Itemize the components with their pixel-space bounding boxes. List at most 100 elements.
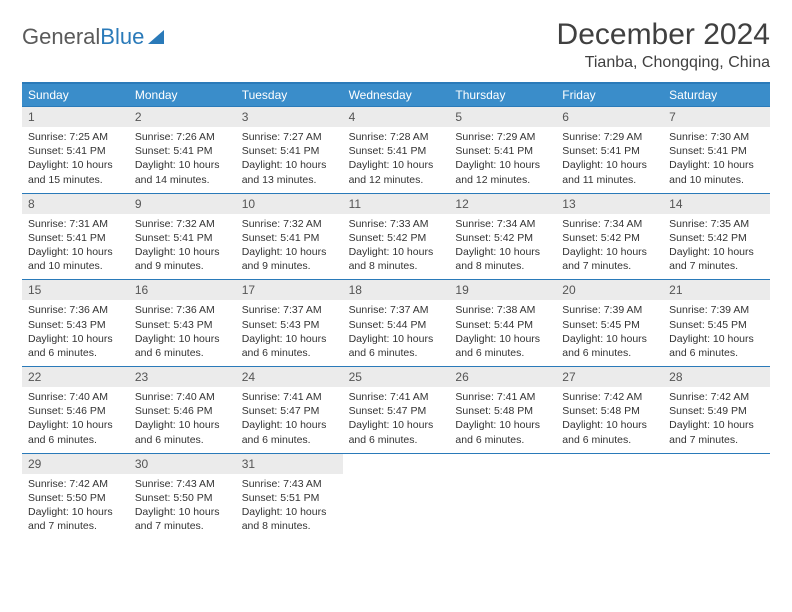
- calendar-cell: 23Sunrise: 7:40 AMSunset: 5:46 PMDayligh…: [129, 366, 236, 453]
- daylight-text: Daylight: 10 hours and 6 minutes.: [562, 418, 657, 446]
- day-number: 18: [343, 280, 450, 300]
- day-number: 17: [236, 280, 343, 300]
- day-details: Sunrise: 7:34 AMSunset: 5:42 PMDaylight:…: [556, 214, 663, 280]
- daylight-text: Daylight: 10 hours and 11 minutes.: [562, 158, 657, 186]
- sunset-text: Sunset: 5:41 PM: [28, 231, 123, 245]
- day-details: Sunrise: 7:40 AMSunset: 5:46 PMDaylight:…: [129, 387, 236, 453]
- calendar-cell: 4Sunrise: 7:28 AMSunset: 5:41 PMDaylight…: [343, 106, 450, 193]
- sunrise-text: Sunrise: 7:42 AM: [669, 390, 764, 404]
- daylight-text: Daylight: 10 hours and 12 minutes.: [455, 158, 550, 186]
- day-details: Sunrise: 7:37 AMSunset: 5:44 PMDaylight:…: [343, 300, 450, 366]
- sunrise-text: Sunrise: 7:37 AM: [242, 303, 337, 317]
- dow-header: Wednesday: [343, 84, 450, 106]
- sunrise-text: Sunrise: 7:42 AM: [28, 477, 123, 491]
- sunrise-text: Sunrise: 7:39 AM: [562, 303, 657, 317]
- day-number: 26: [449, 367, 556, 387]
- day-details: Sunrise: 7:27 AMSunset: 5:41 PMDaylight:…: [236, 127, 343, 193]
- calendar-cell: 3Sunrise: 7:27 AMSunset: 5:41 PMDaylight…: [236, 106, 343, 193]
- sunset-text: Sunset: 5:49 PM: [669, 404, 764, 418]
- day-number: 20: [556, 280, 663, 300]
- calendar-cell: 14Sunrise: 7:35 AMSunset: 5:42 PMDayligh…: [663, 193, 770, 280]
- calendar-cell: [556, 453, 663, 540]
- sunset-text: Sunset: 5:48 PM: [455, 404, 550, 418]
- daylight-text: Daylight: 10 hours and 6 minutes.: [242, 418, 337, 446]
- calendar-cell: 18Sunrise: 7:37 AMSunset: 5:44 PMDayligh…: [343, 279, 450, 366]
- day-number: 13: [556, 194, 663, 214]
- calendar-cell: 13Sunrise: 7:34 AMSunset: 5:42 PMDayligh…: [556, 193, 663, 280]
- day-number: 8: [22, 194, 129, 214]
- day-number: 6: [556, 107, 663, 127]
- daylight-text: Daylight: 10 hours and 10 minutes.: [669, 158, 764, 186]
- daylight-text: Daylight: 10 hours and 6 minutes.: [455, 418, 550, 446]
- daylight-text: Daylight: 10 hours and 7 minutes.: [135, 505, 230, 533]
- sunrise-text: Sunrise: 7:30 AM: [669, 130, 764, 144]
- sunrise-text: Sunrise: 7:40 AM: [28, 390, 123, 404]
- daylight-text: Daylight: 10 hours and 15 minutes.: [28, 158, 123, 186]
- sunset-text: Sunset: 5:41 PM: [349, 144, 444, 158]
- title-block: December 2024 Tianba, Chongqing, China: [557, 18, 770, 72]
- day-number: 19: [449, 280, 556, 300]
- daylight-text: Daylight: 10 hours and 6 minutes.: [28, 332, 123, 360]
- daylight-text: Daylight: 10 hours and 6 minutes.: [28, 418, 123, 446]
- sunset-text: Sunset: 5:44 PM: [455, 318, 550, 332]
- sunrise-text: Sunrise: 7:41 AM: [349, 390, 444, 404]
- day-details: Sunrise: 7:43 AMSunset: 5:51 PMDaylight:…: [236, 474, 343, 540]
- day-details: Sunrise: 7:41 AMSunset: 5:48 PMDaylight:…: [449, 387, 556, 453]
- daylight-text: Daylight: 10 hours and 6 minutes.: [562, 332, 657, 360]
- day-details: Sunrise: 7:35 AMSunset: 5:42 PMDaylight:…: [663, 214, 770, 280]
- logo-triangle-icon: [148, 30, 164, 44]
- location-label: Tianba, Chongqing, China: [557, 54, 770, 72]
- calendar-cell: 31Sunrise: 7:43 AMSunset: 5:51 PMDayligh…: [236, 453, 343, 540]
- day-details: Sunrise: 7:40 AMSunset: 5:46 PMDaylight:…: [22, 387, 129, 453]
- day-number: 4: [343, 107, 450, 127]
- sunrise-text: Sunrise: 7:28 AM: [349, 130, 444, 144]
- day-details: Sunrise: 7:37 AMSunset: 5:43 PMDaylight:…: [236, 300, 343, 366]
- day-number: 22: [22, 367, 129, 387]
- calendar-cell: 12Sunrise: 7:34 AMSunset: 5:42 PMDayligh…: [449, 193, 556, 280]
- sunset-text: Sunset: 5:44 PM: [349, 318, 444, 332]
- sunrise-text: Sunrise: 7:27 AM: [242, 130, 337, 144]
- sunset-text: Sunset: 5:45 PM: [562, 318, 657, 332]
- sunset-text: Sunset: 5:42 PM: [562, 231, 657, 245]
- day-number: 12: [449, 194, 556, 214]
- day-details: Sunrise: 7:36 AMSunset: 5:43 PMDaylight:…: [129, 300, 236, 366]
- sunrise-text: Sunrise: 7:37 AM: [349, 303, 444, 317]
- calendar-cell: 10Sunrise: 7:32 AMSunset: 5:41 PMDayligh…: [236, 193, 343, 280]
- calendar-cell: 26Sunrise: 7:41 AMSunset: 5:48 PMDayligh…: [449, 366, 556, 453]
- daylight-text: Daylight: 10 hours and 8 minutes.: [455, 245, 550, 273]
- day-number: 14: [663, 194, 770, 214]
- day-details: Sunrise: 7:39 AMSunset: 5:45 PMDaylight:…: [556, 300, 663, 366]
- calendar-cell: 24Sunrise: 7:41 AMSunset: 5:47 PMDayligh…: [236, 366, 343, 453]
- daylight-text: Daylight: 10 hours and 9 minutes.: [242, 245, 337, 273]
- header: GeneralBlue December 2024 Tianba, Chongq…: [22, 18, 770, 72]
- day-details: Sunrise: 7:31 AMSunset: 5:41 PMDaylight:…: [22, 214, 129, 280]
- sunset-text: Sunset: 5:48 PM: [562, 404, 657, 418]
- day-number: [449, 454, 556, 460]
- sunset-text: Sunset: 5:41 PM: [455, 144, 550, 158]
- sunrise-text: Sunrise: 7:26 AM: [135, 130, 230, 144]
- sunrise-text: Sunrise: 7:32 AM: [242, 217, 337, 231]
- sunset-text: Sunset: 5:43 PM: [135, 318, 230, 332]
- day-details: Sunrise: 7:34 AMSunset: 5:42 PMDaylight:…: [449, 214, 556, 280]
- day-number: 7: [663, 107, 770, 127]
- sunrise-text: Sunrise: 7:29 AM: [562, 130, 657, 144]
- daylight-text: Daylight: 10 hours and 6 minutes.: [135, 332, 230, 360]
- day-details: Sunrise: 7:43 AMSunset: 5:50 PMDaylight:…: [129, 474, 236, 540]
- day-details: Sunrise: 7:36 AMSunset: 5:43 PMDaylight:…: [22, 300, 129, 366]
- day-details: Sunrise: 7:28 AMSunset: 5:41 PMDaylight:…: [343, 127, 450, 193]
- day-number: 5: [449, 107, 556, 127]
- brand-logo: GeneralBlue: [22, 18, 164, 50]
- sunset-text: Sunset: 5:47 PM: [242, 404, 337, 418]
- dow-header: Monday: [129, 84, 236, 106]
- day-number: 21: [663, 280, 770, 300]
- day-number: 3: [236, 107, 343, 127]
- sunset-text: Sunset: 5:42 PM: [669, 231, 764, 245]
- daylight-text: Daylight: 10 hours and 6 minutes.: [135, 418, 230, 446]
- day-number: 29: [22, 454, 129, 474]
- day-number: 1: [22, 107, 129, 127]
- calendar-cell: [343, 453, 450, 540]
- sunset-text: Sunset: 5:42 PM: [349, 231, 444, 245]
- dow-header: Thursday: [449, 84, 556, 106]
- daylight-text: Daylight: 10 hours and 10 minutes.: [28, 245, 123, 273]
- day-details: Sunrise: 7:41 AMSunset: 5:47 PMDaylight:…: [343, 387, 450, 453]
